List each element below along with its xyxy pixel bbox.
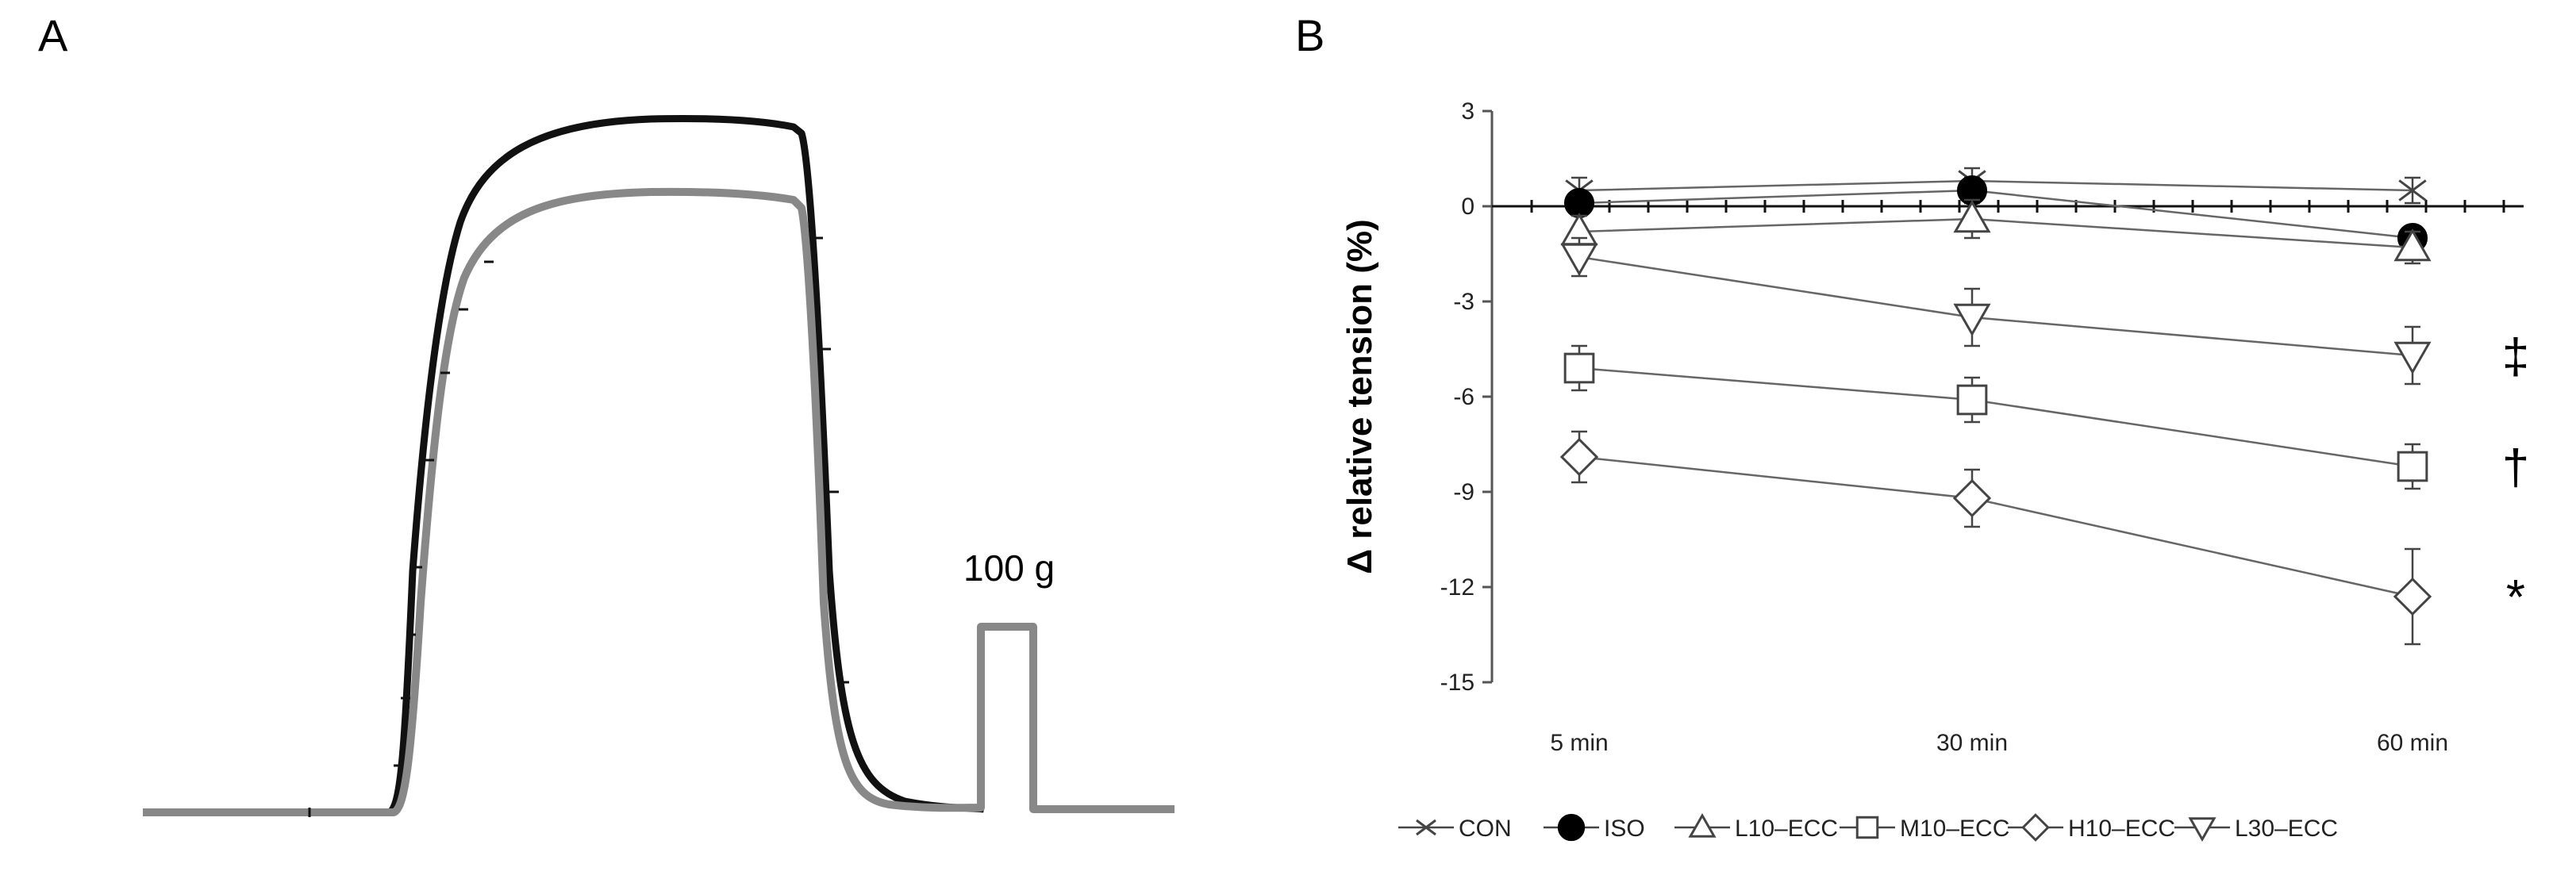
data-point (1956, 384, 1988, 416)
legend-marker (1557, 813, 1586, 842)
y-axis-label: Δ relative tension (%) (1340, 219, 1379, 574)
legend-label: ISO (1604, 816, 1645, 842)
legend-item: L10–ECC (1674, 812, 1838, 842)
y-tick-label: 3 (1461, 98, 1474, 125)
legend-item: H10–ECC (2008, 813, 2175, 842)
data-point (1560, 243, 1598, 277)
legend-item: L30–ECC (2174, 816, 2338, 843)
data-point (1953, 303, 1991, 337)
legend: CON ISO L10–ECC M10–ECC H10–ECC L30–ECC (1398, 812, 2338, 843)
series-line (1578, 255, 2413, 357)
y-tick-label: -15 (1440, 670, 1474, 696)
data-point (1559, 437, 1599, 477)
data-point (2393, 228, 2432, 262)
legend-label: M10–ECC (1900, 816, 2009, 842)
legend-marker (2188, 817, 2217, 843)
series-line (1578, 217, 2413, 249)
series-line (1578, 455, 2413, 598)
data-point (2398, 179, 2427, 202)
line-chart: 3 0 -3 -6 -9 -12 -15 5 min 30 min 60 min ‡ † * CON… (1398, 98, 2529, 843)
series-h10–ecc (1559, 430, 2432, 646)
data-point (2397, 451, 2428, 482)
series-line (1578, 189, 2413, 240)
force-traces (143, 115, 1175, 817)
series-l10–ecc (1560, 198, 2432, 265)
legend-marker (1688, 812, 1717, 838)
legend-label: H10–ECC (2068, 816, 2175, 842)
data-point (1953, 199, 1991, 233)
significance-marks: ‡ † * (2502, 329, 2529, 625)
y-tick-label: -12 (1440, 574, 1474, 601)
legend-marker (2021, 813, 2050, 842)
series-m10–ecc (1563, 344, 2428, 490)
y-tick-label: -3 (1453, 289, 1474, 315)
trace-ticks (308, 236, 849, 817)
legend-item: ISO (1544, 813, 1645, 842)
scale-bar-label: 100 g (963, 547, 1055, 589)
x-tick-label: 5 min (1550, 730, 1608, 756)
data-point (1563, 352, 1595, 384)
trace-gray (143, 187, 1175, 816)
x-tick-label: 30 min (1936, 730, 2008, 756)
legend-label: CON (1459, 816, 1512, 842)
data-point (2393, 341, 2432, 375)
series-group (1559, 167, 2432, 646)
legend-label: L10–ECC (1735, 816, 1838, 842)
y-tick-label: -6 (1453, 384, 1474, 410)
legend-label: L30–ECC (2235, 816, 2338, 842)
panel-a-label: A (38, 10, 68, 60)
y-tick-label: 0 (1461, 194, 1474, 220)
trace-black (143, 115, 985, 816)
significance-symbol: † (2502, 440, 2529, 495)
data-point (2393, 577, 2432, 616)
y-axis: 3 0 -3 -6 -9 -12 -15 (1440, 98, 1494, 696)
panel-b-label: B (1295, 10, 1325, 60)
y-tick-label: -9 (1453, 479, 1474, 505)
x-tick-label: 60 min (2377, 730, 2448, 756)
series-con (1565, 167, 2427, 205)
series-line (1578, 367, 2413, 468)
legend-item: M10–ECC (1840, 816, 2009, 842)
series-l30–ecc (1560, 236, 2432, 386)
data-point (1952, 478, 1992, 518)
data-point-stroke (2398, 179, 2427, 202)
series-line (1578, 179, 2413, 192)
significance-symbol: * (2506, 570, 2525, 625)
x-axis: 5 min 30 min 60 min (1492, 200, 2524, 756)
legend-marker (1416, 819, 1436, 836)
legend-item: CON (1398, 816, 1512, 842)
significance-symbol: ‡ (2502, 329, 2529, 384)
legend-marker (1855, 816, 1879, 839)
legend-marker-stroke (1416, 819, 1436, 836)
